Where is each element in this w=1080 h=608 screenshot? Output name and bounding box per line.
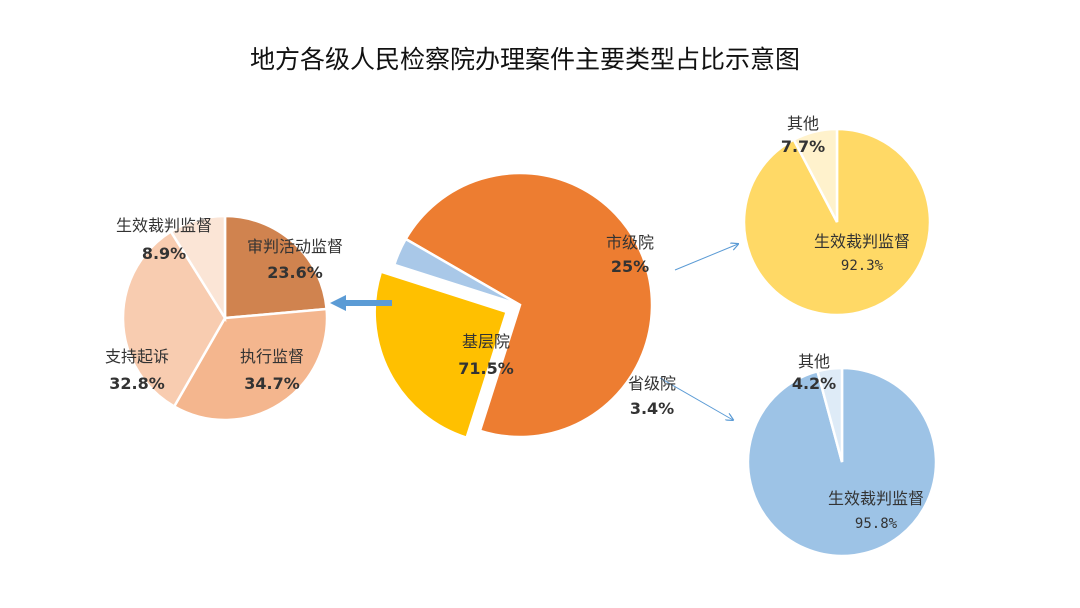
main-pie xyxy=(373,171,654,440)
province-court-pie xyxy=(746,366,938,558)
city-value-label-0: 92.3% xyxy=(841,258,884,274)
basic-value-label-2: 32.8% xyxy=(109,374,165,393)
main-category-label-0: 基层院 xyxy=(462,332,510,351)
basic-pie-slice-3 xyxy=(169,214,227,323)
city-value-label-1: 7.7% xyxy=(781,137,825,156)
main-category-label-1: 市级院 xyxy=(606,233,654,252)
main-category-label-2: 省级院 xyxy=(628,374,676,393)
basic-category-label-0: 审判活动监督 xyxy=(247,237,343,256)
basic-pie-slice-0 xyxy=(223,214,328,320)
province-value-label-0: 95.8% xyxy=(855,516,898,532)
chart-title: 地方各级人民检察院办理案件主要类型占比示意图 xyxy=(250,45,800,74)
main-pie-slice-0 xyxy=(403,171,654,439)
connector-line-province xyxy=(659,377,733,420)
city-pie-slice-1 xyxy=(792,127,839,223)
main-pie-slice-2 xyxy=(392,237,521,307)
main-value-label-1: 25% xyxy=(611,257,649,276)
basic-category-label-1: 执行监督 xyxy=(240,347,304,366)
province-value-label-1: 4.2% xyxy=(792,374,836,393)
data-labels: 基层院 71.5% 市级院 25% 省级院 3.4% 审判活动监督 23.6% 执行监督 34.7… xyxy=(105,114,924,532)
main-value-label-0: 71.5% xyxy=(458,359,514,378)
city-category-label-1: 其他 xyxy=(787,114,819,133)
province-category-label-0: 生效裁判监督 xyxy=(828,489,924,508)
connector-arrow-shaft xyxy=(344,300,392,306)
province-category-label-1: 其他 xyxy=(798,352,830,371)
basic-category-label-2: 支持起诉 xyxy=(105,347,169,366)
province-pie-slice-1 xyxy=(815,366,844,463)
connectors xyxy=(330,244,738,420)
main-value-label-2: 3.4% xyxy=(630,399,674,418)
connector-line-city xyxy=(674,244,738,271)
basic-pie-slice-2 xyxy=(121,229,227,409)
city-court-pie xyxy=(742,127,932,317)
basic-value-label-0: 23.6% xyxy=(267,263,323,282)
city-category-label-0: 生效裁判监督 xyxy=(814,232,910,251)
basic-category-label-3: 生效裁判监督 xyxy=(116,216,212,235)
basic-value-label-3: 8.9% xyxy=(142,244,186,263)
connector-arrow-head xyxy=(330,295,346,311)
basic-court-pie xyxy=(121,214,329,422)
main-pie-slice-1 xyxy=(373,270,509,440)
basic-pie-slice-1 xyxy=(172,307,329,422)
basic-value-label-1: 34.7% xyxy=(244,374,300,393)
